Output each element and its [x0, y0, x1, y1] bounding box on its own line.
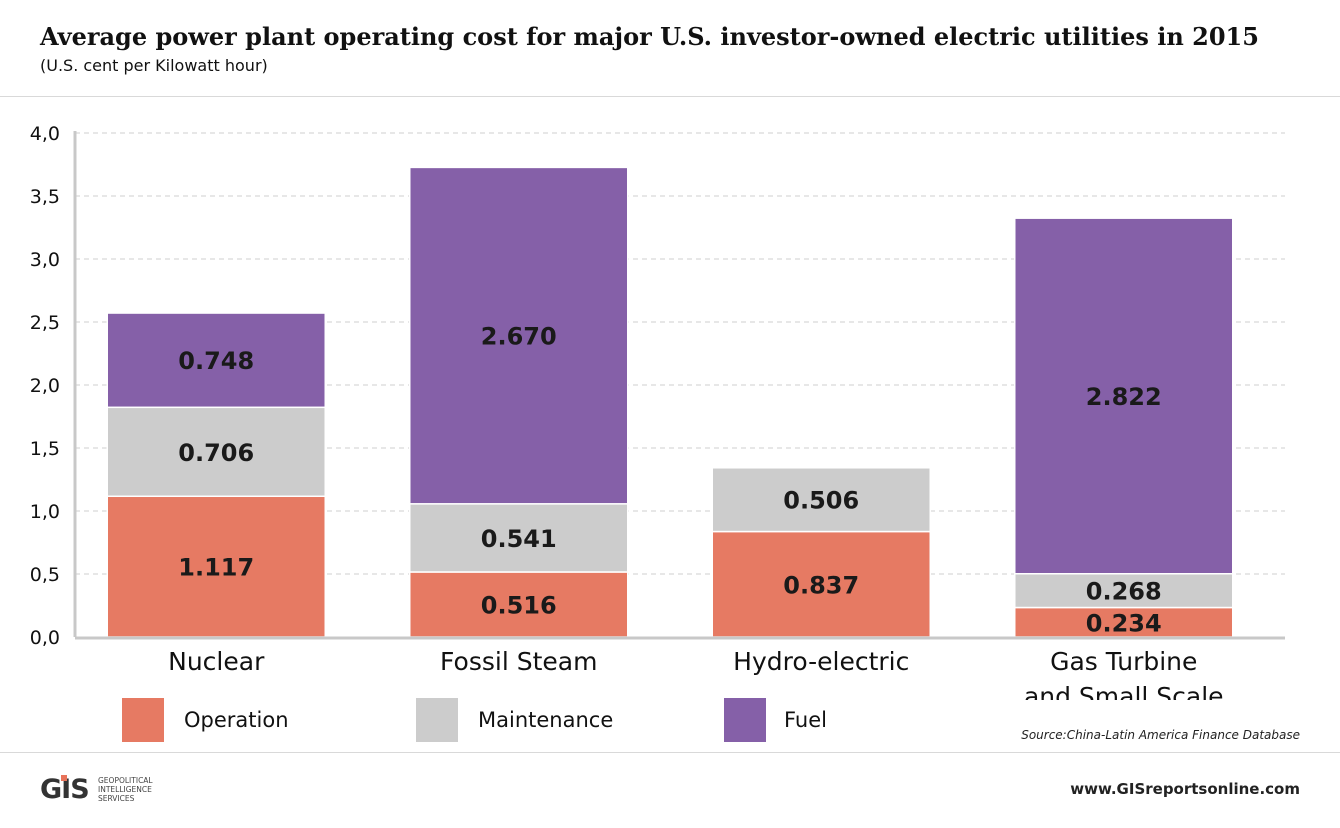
y-tick-label: 3,5 [30, 186, 60, 208]
x-category-label: Gas Turbine [1050, 647, 1197, 676]
footer-divider [0, 752, 1340, 753]
logo-line: INTELLIGENCE [98, 785, 152, 794]
data-label: 2.670 [481, 323, 557, 351]
logo-line: SERVICES [98, 794, 135, 803]
y-tick-label: 0,5 [30, 564, 60, 586]
data-label: 0.541 [481, 525, 557, 553]
y-tick-label: 2,0 [30, 375, 60, 397]
bar-segment [1014, 572, 1234, 609]
bar-segment [409, 166, 629, 505]
data-label: 0.837 [783, 571, 859, 599]
y-tick-label: 3,0 [30, 249, 60, 271]
x-category-label: and Small Scale [1024, 682, 1224, 700]
y-tick-label: 0,0 [30, 627, 60, 649]
source-note: Source:China-Latin America Finance Datab… [1021, 728, 1300, 742]
bar-segment [106, 312, 326, 409]
bar-segment [106, 406, 326, 498]
bar-segment [1014, 606, 1234, 638]
data-label: 0.706 [178, 439, 254, 467]
bar-segment [1014, 217, 1234, 575]
x-category-label: Nuclear [168, 647, 265, 676]
legend-swatch-operation [122, 698, 164, 742]
legend-swatch-maintenance [416, 698, 458, 742]
chart-title: Average power plant operating cost for m… [40, 22, 1259, 51]
legend-label-operation: Operation [184, 708, 289, 732]
y-tick-label: 1,5 [30, 438, 60, 460]
data-label: 0.268 [1086, 578, 1162, 606]
header-divider [0, 96, 1340, 97]
legend-label-fuel: Fuel [784, 708, 827, 732]
y-tick-label: 1,0 [30, 501, 60, 523]
bar-segment [711, 530, 931, 638]
stacked-bar-chart: 0,0 0,5 1,0 1,5 2,0 2,5 3,0 3,5 4,0 1.117 0.706 0.7… [30, 123, 1285, 700]
logo-accent-dot [61, 775, 67, 781]
data-label: 2.822 [1086, 383, 1162, 411]
x-category-label: Fossil Steam [440, 647, 597, 676]
logo-text: GEOPOLITICAL INTELLIGENCE SERVICES [98, 776, 153, 803]
bar-segment [106, 495, 326, 638]
y-tick-label: 2,5 [30, 312, 60, 334]
data-label: 0.748 [178, 347, 254, 375]
y-tick-label: 4,0 [30, 123, 60, 145]
bar-segment [711, 467, 931, 533]
logo-line: GEOPOLITICAL [98, 776, 153, 785]
data-label: 0.516 [481, 591, 557, 619]
data-label: 0.234 [1086, 609, 1162, 637]
legend-label-maintenance: Maintenance [478, 708, 614, 732]
data-label: 1.117 [178, 554, 254, 582]
x-category-label: Hydro-electric [733, 647, 909, 676]
website-link[interactable]: www.GISreportsonline.com [1070, 780, 1300, 798]
data-label: 0.506 [783, 487, 859, 515]
legend-swatch-fuel [724, 698, 766, 742]
chart-subtitle: (U.S. cent per Kilowatt hour) [40, 56, 268, 75]
bar-segment [409, 503, 629, 573]
